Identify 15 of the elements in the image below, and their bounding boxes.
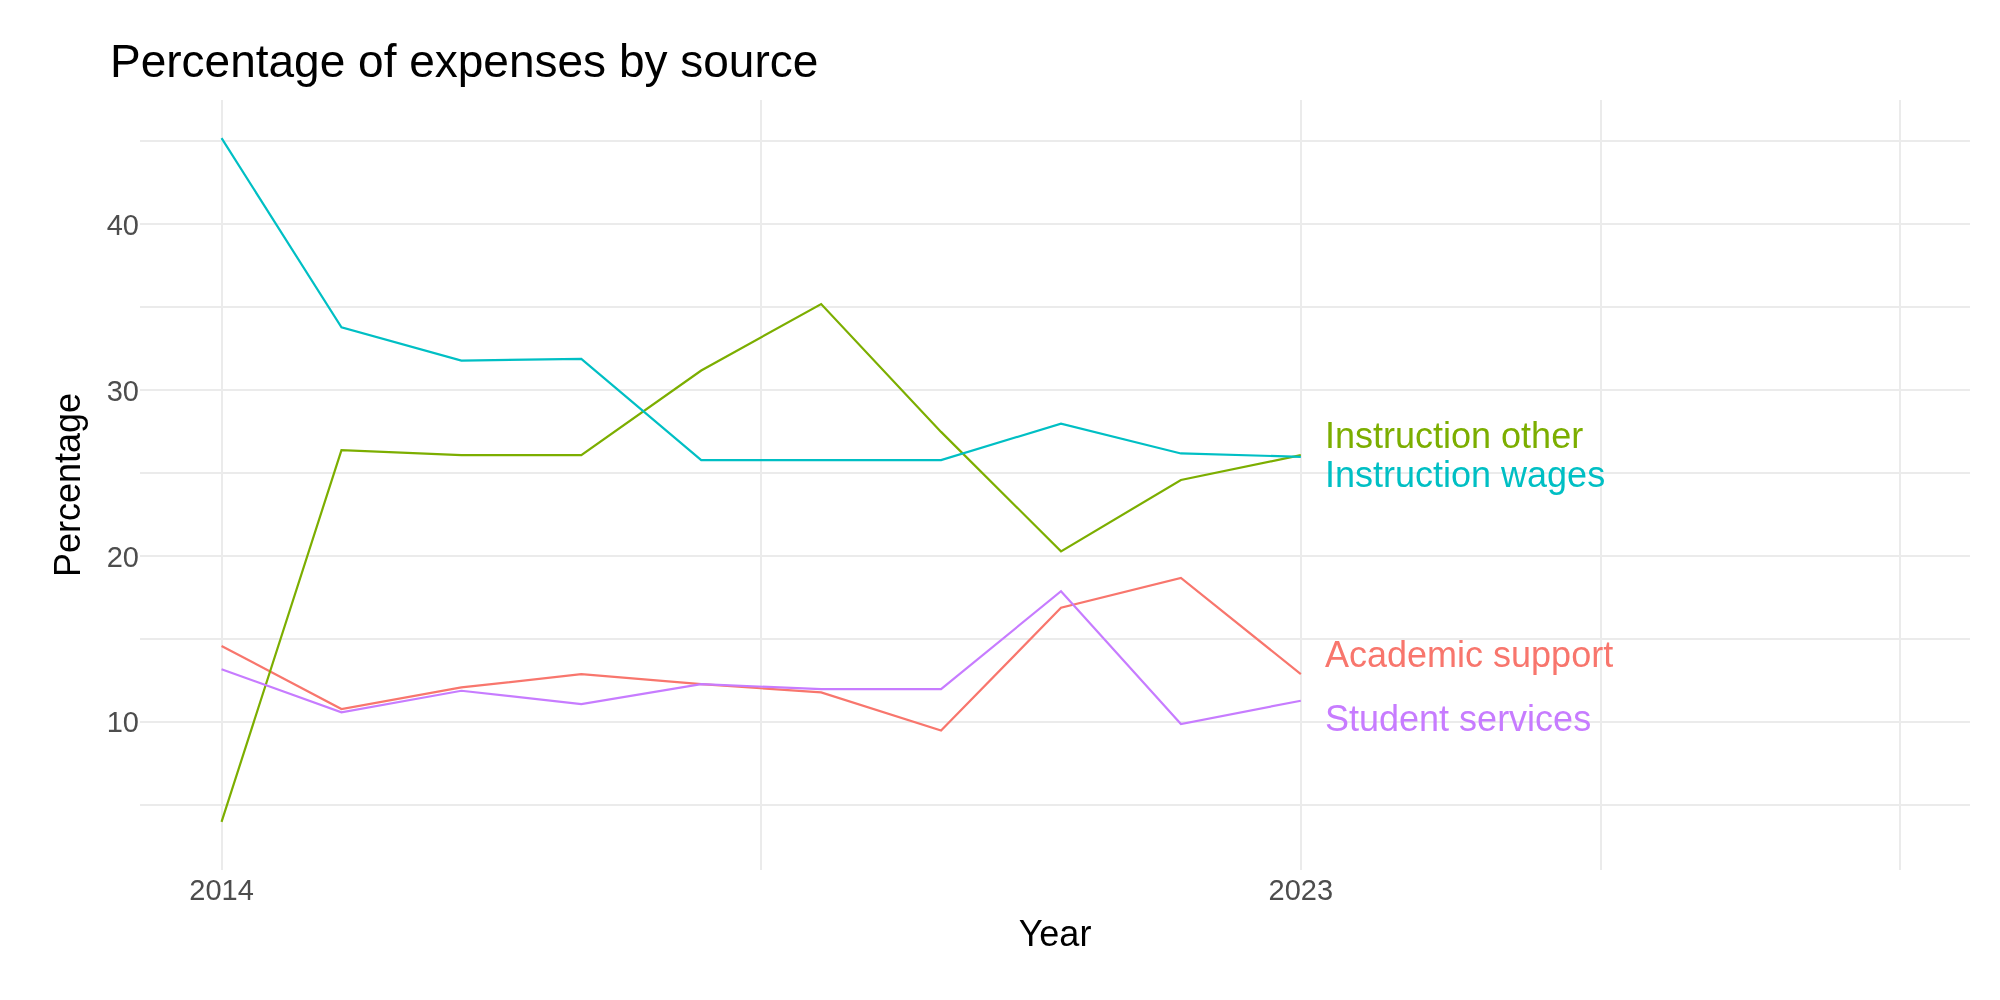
series-label: Student services [1325, 698, 1592, 739]
y-axis-title: Percentage [46, 392, 88, 578]
y-tick-label: 30 [106, 374, 139, 407]
line-series [220, 137, 1302, 462]
x-tick-label: 2023 [1268, 874, 1334, 906]
x-tick-label: 2014 [189, 874, 254, 906]
series-label: Academic support [1325, 634, 1614, 675]
x-axis-title: Year [1018, 912, 1092, 954]
y-tick-label: 10 [106, 706, 139, 739]
y-tick-label: 40 [106, 208, 139, 241]
series-label: Instruction other [1325, 415, 1584, 456]
chart-title: Percentage of expenses by source [110, 35, 819, 88]
series-label: Instruction wages [1325, 454, 1606, 495]
line-series [220, 303, 1302, 823]
y-tick-label: 20 [106, 540, 139, 573]
